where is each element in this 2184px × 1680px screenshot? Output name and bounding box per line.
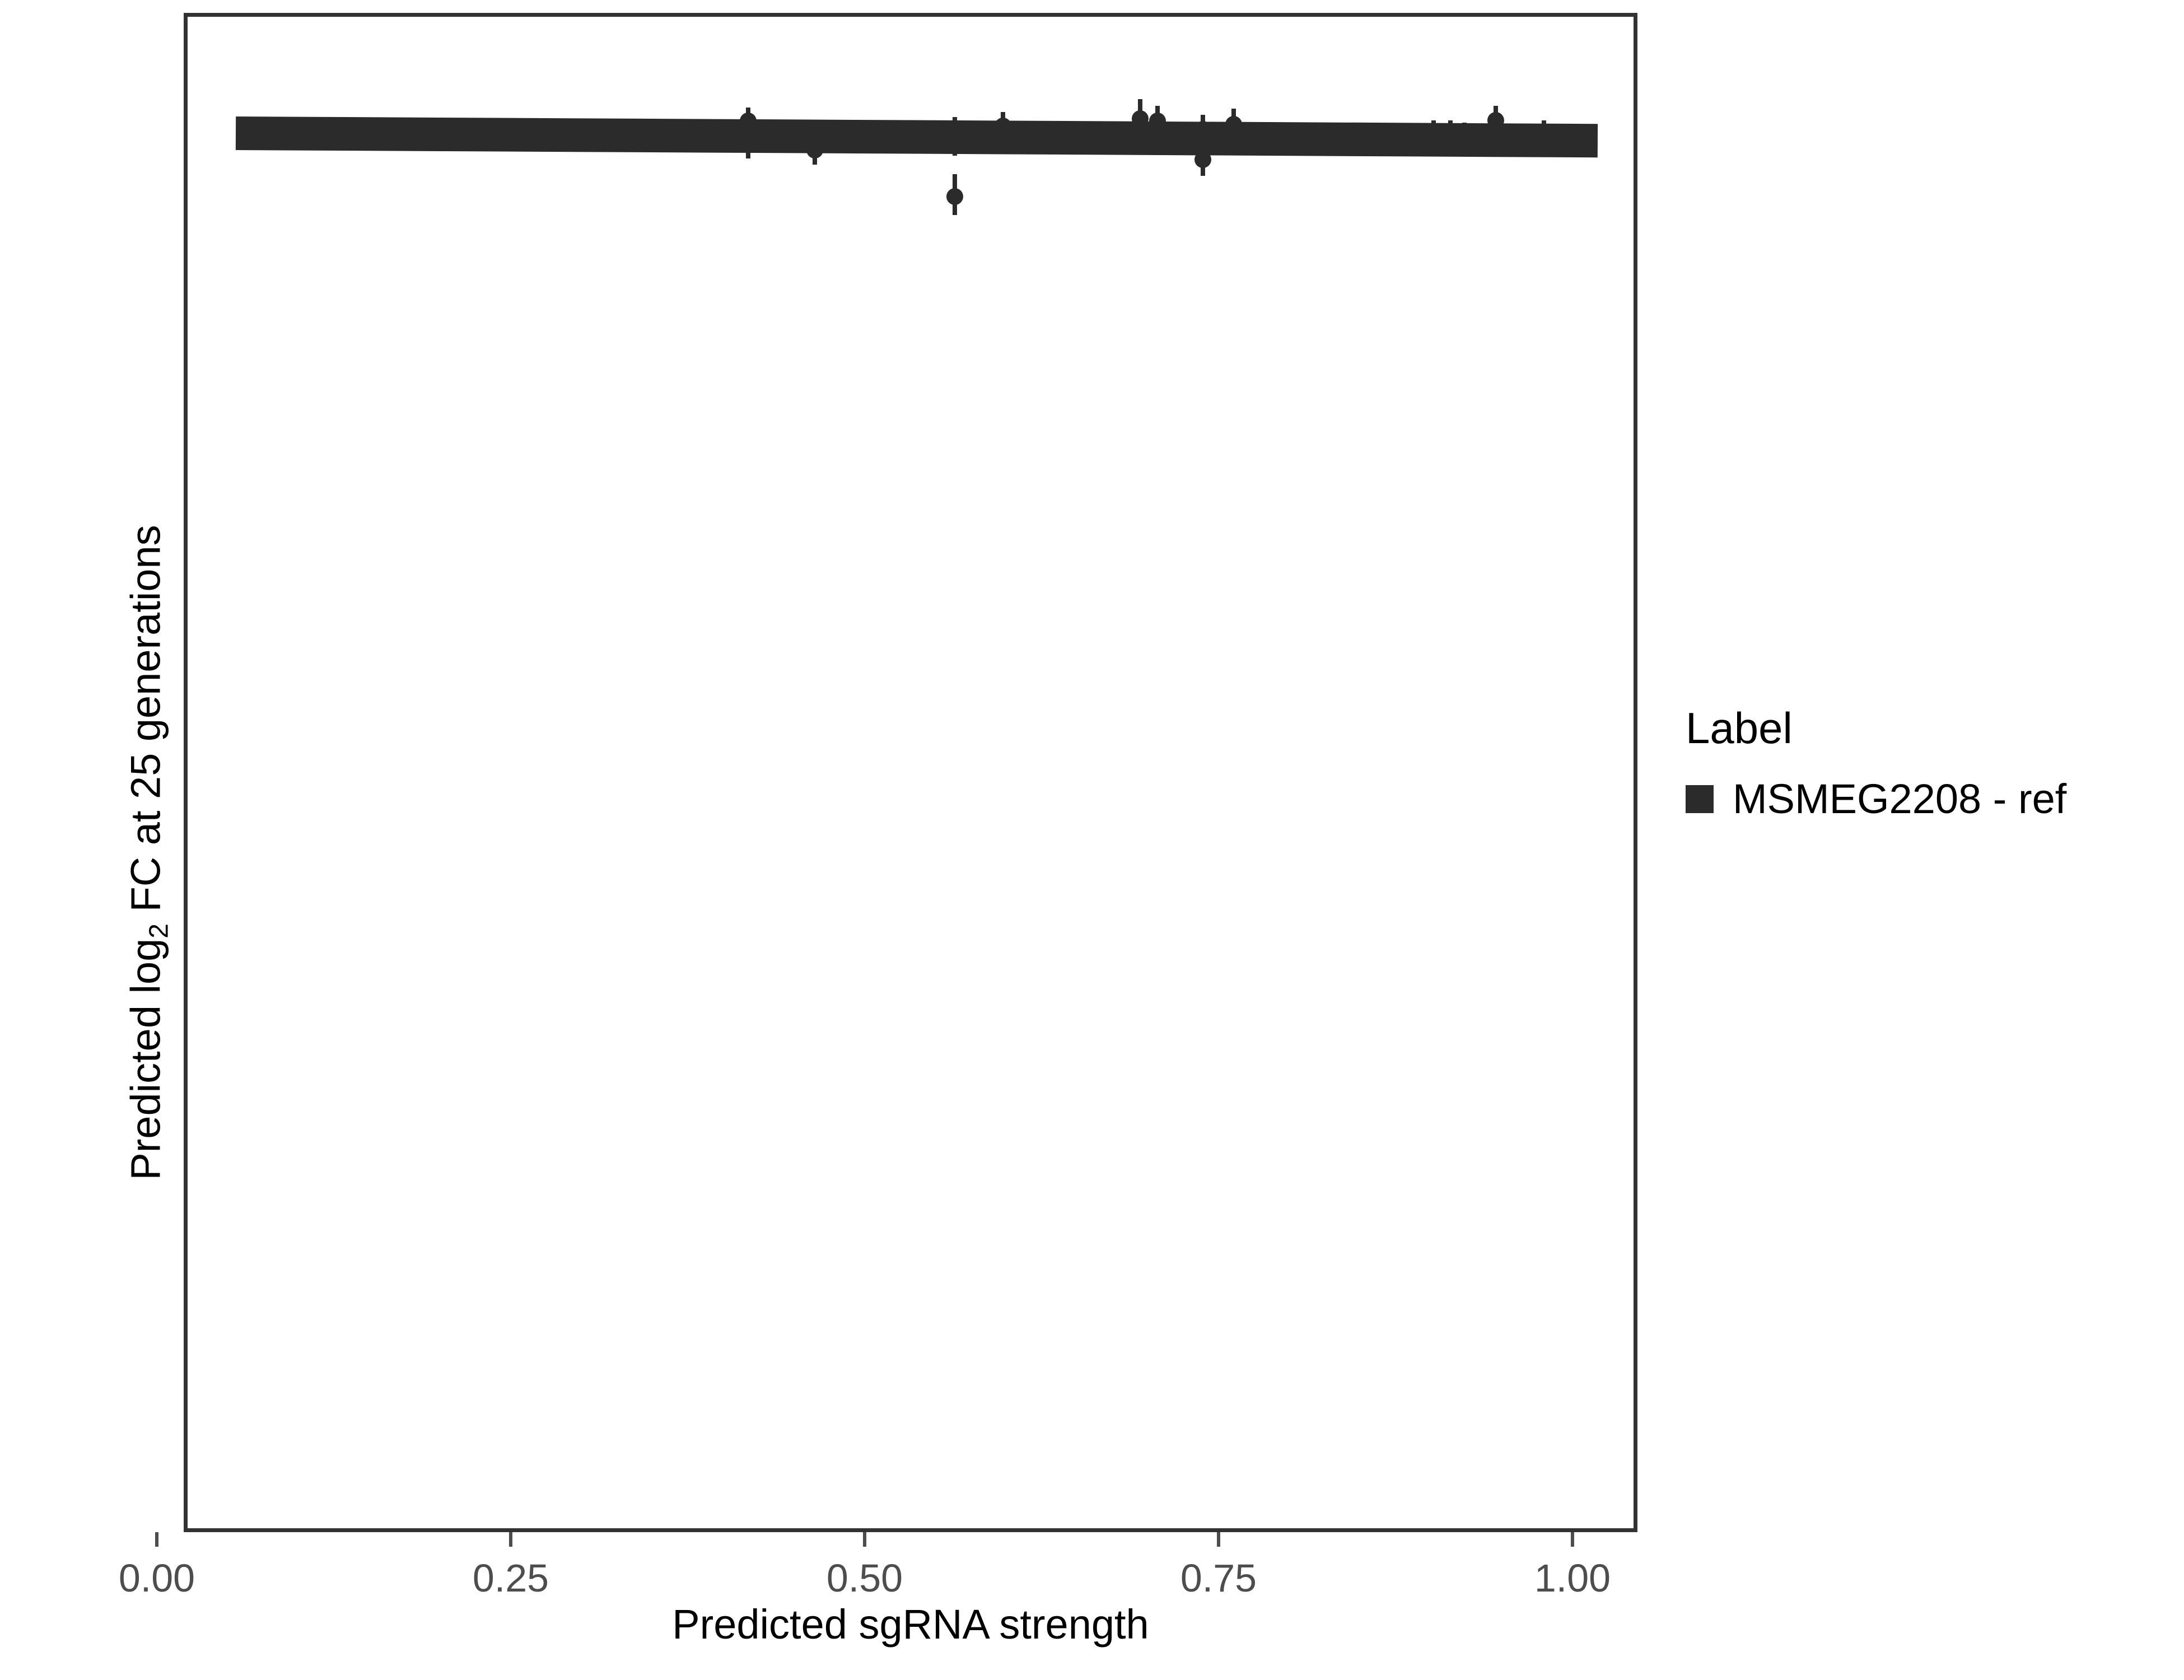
data-point[interactable] — [1149, 113, 1166, 130]
data-point[interactable] — [1487, 112, 1504, 129]
legend-title: Label — [1686, 703, 1793, 753]
x-axis-tick — [155, 1532, 158, 1547]
plot-area — [188, 17, 1634, 1528]
y-axis-title-subscript: 2 — [144, 923, 174, 939]
fit-line — [235, 116, 1598, 158]
error-bar — [1288, 122, 1293, 148]
data-point[interactable] — [806, 142, 823, 159]
error-bar — [1462, 122, 1467, 147]
legend-item[interactable]: MSMEG2208 - ref — [1686, 775, 2066, 823]
error-bar — [1541, 120, 1546, 148]
x-axis-tick — [1571, 1532, 1574, 1547]
y-axis-title-post: FC at 25 generations — [122, 525, 169, 923]
data-point[interactable] — [995, 118, 1012, 135]
data-point[interactable] — [946, 123, 964, 141]
error-bar — [1448, 120, 1453, 148]
data-point[interactable] — [946, 188, 964, 206]
data-point[interactable] — [1194, 120, 1211, 138]
x-axis-title: Predicted sgRNA strength — [672, 1601, 1149, 1648]
data-point[interactable] — [1132, 110, 1149, 127]
data-point[interactable] — [740, 136, 757, 153]
legend-key-swatch — [1686, 785, 1714, 813]
x-axis-tick — [1217, 1532, 1220, 1547]
x-axis-tick-label: 0.00 — [118, 1556, 195, 1600]
x-axis-tick — [509, 1532, 512, 1547]
x-axis-tick-label: 1.00 — [1534, 1556, 1611, 1600]
error-bar — [1431, 120, 1436, 148]
legend-item-label: MSMEG2208 - ref — [1733, 776, 2067, 822]
error-bar — [1487, 120, 1492, 148]
x-axis-tick-label: 0.25 — [472, 1556, 549, 1600]
data-point[interactable] — [740, 113, 757, 130]
plot-panel — [184, 13, 1637, 1532]
error-bar — [1271, 122, 1276, 148]
legend: Label MSMEG2208 - ref — [1686, 703, 2066, 823]
data-point[interactable] — [1225, 115, 1243, 133]
y-axis-title: Predicted log2 FC at 25 generations — [122, 321, 174, 1385]
x-axis-tick-label: 0.50 — [826, 1556, 903, 1600]
x-axis-tick-label: 0.75 — [1180, 1556, 1257, 1600]
y-axis-title-pre: Predicted log — [122, 938, 169, 1180]
x-axis-tick — [863, 1532, 866, 1547]
data-point[interactable] — [1194, 151, 1211, 168]
